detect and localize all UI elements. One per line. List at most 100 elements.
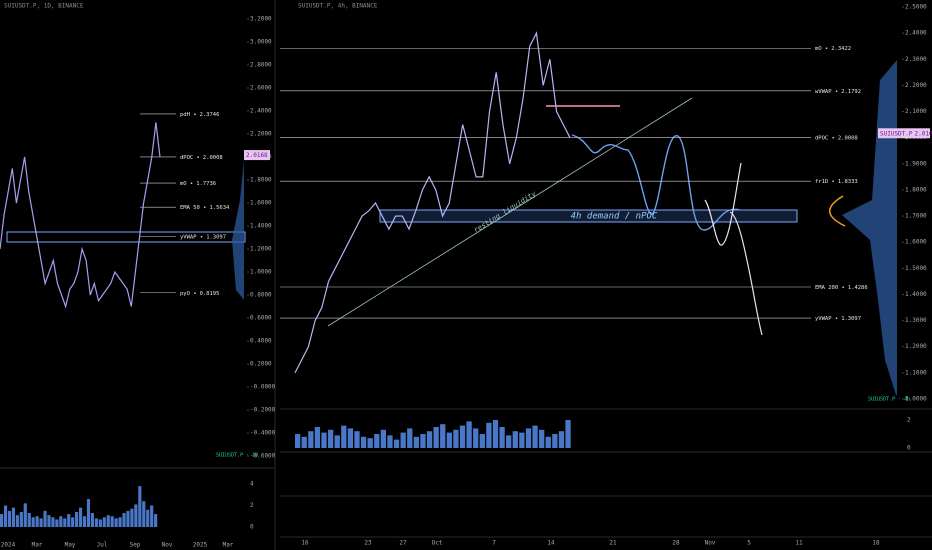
y-tick-label: -0.0000 (250, 384, 276, 391)
volume-bar (565, 420, 571, 448)
volume-bar (301, 436, 307, 448)
price-line (294, 31, 571, 374)
volume-bar (134, 504, 138, 527)
level-label: dPOC • 2.0008 (815, 135, 858, 141)
volume-bar (393, 439, 400, 448)
volume-bar (539, 429, 545, 448)
y-tick-label: 2.2000 (905, 82, 927, 89)
volume-bar (512, 431, 518, 448)
projection-path (704, 162, 742, 246)
y-tick-label: -0.6000 (250, 453, 276, 460)
x-tick-label: 7 (492, 540, 496, 547)
level-value: 1.4286 (848, 284, 868, 290)
volume-bar (433, 427, 439, 448)
symbol-label: SUIUSDT.P · 1D (216, 453, 258, 459)
y-tick-label: 3.0000 (250, 39, 272, 46)
volume-bar (67, 514, 71, 527)
volume-bar (142, 501, 146, 527)
level-label: wVWAP • 2.1792 (815, 88, 861, 94)
volume-bar (552, 434, 558, 448)
volume-bar (473, 428, 479, 448)
volume-bar (532, 425, 538, 448)
volume-bar (367, 438, 373, 448)
x-tick-label: 14 (547, 540, 555, 547)
level-value: 1.3097 (841, 316, 861, 322)
level-name: yVWAP • (180, 234, 203, 240)
level-name: pyO • (180, 290, 197, 296)
y-tick-label: 3.2000 (250, 16, 272, 23)
x-tick-label: 11 (795, 540, 803, 547)
volume-bar (360, 436, 367, 448)
volume-bar (11, 507, 16, 527)
y-tick-label: 2.5000 (905, 4, 927, 11)
volume-bar (380, 429, 387, 448)
y-tick-label: 1.4000 (250, 223, 272, 230)
x-tick-label: Nov (705, 540, 716, 547)
projection-path (571, 134, 741, 231)
volume-bar (150, 505, 154, 527)
volume-bar (138, 486, 142, 527)
x-tick-label: Nov (162, 542, 173, 549)
x-tick-label: 2025 (193, 542, 208, 549)
level-value: 2.1792 (841, 88, 861, 94)
y-tick-label: 2.2000 (250, 131, 272, 138)
y-tick-label: 1.5000 (905, 265, 927, 272)
volume-bar (0, 514, 4, 527)
level-label: yVWAP • 1.3097 (815, 316, 861, 322)
y-tick-label: 1.0000 (250, 269, 272, 276)
level-name: EMA 50 • (180, 205, 207, 211)
volume-bar (15, 515, 19, 527)
volume-bar (347, 428, 354, 448)
y-tick-label: 1.8000 (250, 177, 272, 184)
level-name: mO • (815, 46, 828, 52)
volume-bar (102, 517, 106, 527)
level-value: 2.3422 (831, 46, 851, 52)
y-tick-label: 2.6000 (250, 85, 272, 92)
x-tick-label: 28 (672, 540, 680, 547)
volume-bar (354, 431, 360, 448)
x-tick-label: Jul (97, 542, 108, 549)
volume-bar (499, 427, 505, 448)
x-tick-label: 5 (747, 540, 751, 547)
y-tick-label: 0.6000 (250, 315, 272, 322)
x-tick-label: Mar (223, 542, 234, 549)
x-tick-label: 2024 (1, 542, 16, 549)
volume-bar (440, 424, 446, 448)
y-tick-label: 2.4000 (250, 108, 272, 115)
price-tag: 2.0168 (246, 152, 268, 159)
chart-title: SUIUSDT.P, 4h, BINANCE (298, 3, 378, 10)
volume-bar (75, 511, 79, 527)
level-name: mO • (180, 181, 193, 187)
x-tick-label: 27 (399, 540, 407, 547)
level-label: fr1D • 1.8333 (815, 179, 858, 185)
volume-bar (98, 519, 102, 527)
y-tick-label: 1.4000 (905, 291, 927, 298)
price-tag-symbol: SUIUSDT.P (880, 130, 913, 137)
volume-bar (466, 421, 472, 448)
volume-bar (110, 516, 114, 527)
volume-bar (122, 513, 126, 527)
volume-bar (126, 510, 130, 527)
volume-bar (71, 517, 75, 527)
y-tick-label: 1.7000 (905, 213, 927, 220)
level-label: yVWAP • 1.3097 (180, 234, 226, 240)
volume-bar (7, 510, 12, 527)
level-label: pdH • 2.3746 (180, 111, 219, 117)
y-tick-label: 1.6000 (250, 200, 272, 207)
volume-bar (321, 432, 327, 448)
volume-bar (23, 503, 27, 527)
x-tick-label: 23 (364, 540, 372, 547)
level-name: yVWAP • (815, 316, 838, 322)
volume-bar (79, 507, 83, 527)
volume-bar (459, 425, 466, 448)
level-value: 2.3746 (200, 111, 220, 117)
volume-bar (90, 513, 95, 527)
price-tag-value: 2.0168 (915, 130, 932, 137)
y-tick-label: 2.1000 (905, 108, 927, 115)
y-tick-label: 0.2000 (250, 361, 272, 368)
volume-bar (118, 517, 122, 527)
volume-bar (43, 510, 47, 527)
y-tick-label: 2.3000 (905, 56, 927, 63)
volume-bar (558, 431, 565, 448)
